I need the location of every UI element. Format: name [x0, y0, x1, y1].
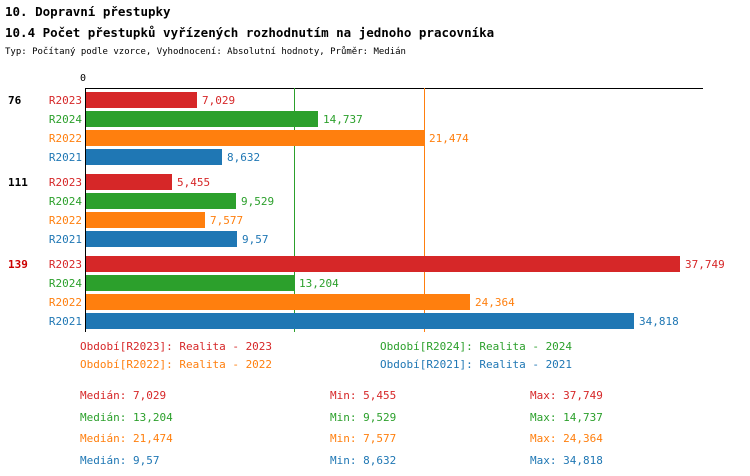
legend-item-r2024: Období[R2024]: Realita - 2024 [380, 340, 573, 353]
bar-r2023 [86, 174, 172, 190]
bar-row: R2022 7,577 [0, 211, 750, 230]
bar-r2022 [86, 130, 424, 146]
max-stat: Max: 14,737 [530, 410, 603, 424]
legend: Období[R2023]: Realita - 2023 Období[R202… [80, 340, 572, 376]
bar-group: 111 R2023 5,455 R2024 9,529 R2022 7,577 R2021 9,… [0, 173, 750, 249]
bar-value-label: 21,474 [429, 132, 469, 145]
bar-value-label: 37,749 [685, 258, 725, 271]
bar-row: R2023 5,455 [0, 173, 750, 192]
bar-value-label: 14,737 [323, 113, 363, 126]
bar-value-label: 9,57 [242, 233, 269, 246]
series-label: R2023 [48, 176, 82, 189]
series-label: R2022 [48, 132, 82, 145]
legend-item-r2021: Období[R2021]: Realita - 2021 [380, 358, 573, 371]
bar-r2021 [86, 149, 222, 165]
min-stat: Min: 7,577 [330, 432, 397, 446]
series-label: R2024 [48, 277, 82, 290]
bar-chart: 76 R2023 7,029 R2024 14,737 R2022 21,474 R2021 8… [0, 88, 750, 336]
group-row-label: 139 [8, 258, 28, 271]
bar-row: R2023 7,029 [0, 91, 750, 110]
bar-row: R2021 8,632 [0, 148, 750, 167]
max-stat: Max: 37,749 [530, 389, 603, 402]
series-label: R2022 [48, 296, 82, 309]
group-row-label: 111 [8, 176, 28, 189]
max-stat: Max: 34,818 [530, 454, 603, 468]
bar-row: R2022 21,474 [0, 129, 750, 148]
series-label: R2023 [48, 94, 82, 107]
min-stat: Min: 8,632 [330, 454, 397, 468]
median-line-r2024 [293, 88, 295, 332]
axis-left-line [85, 88, 86, 332]
bar-row: R2024 13,204 [0, 274, 750, 293]
series-label: R2022 [48, 214, 82, 227]
bar-row: R2023 37,749 [0, 255, 750, 274]
bar-r2024 [86, 275, 294, 291]
series-label: R2023 [48, 258, 82, 271]
bar-row: R2021 34,818 [0, 312, 750, 331]
bar-value-label: 24,364 [475, 296, 515, 309]
series-label: R2021 [48, 151, 82, 164]
bar-r2021 [86, 231, 237, 247]
axis-top-line [85, 88, 703, 89]
median-stat: Medián: 9,57 [80, 454, 160, 468]
bar-r2023 [86, 92, 197, 108]
series-label: R2024 [48, 113, 82, 126]
bar-r2024 [86, 193, 236, 209]
bar-value-label: 34,818 [639, 315, 679, 328]
bar-value-label: 7,577 [210, 214, 244, 227]
stats-row-r2022: Medián: 21,474 Min: 7,577 Max: 24,364 [80, 432, 603, 454]
stats-row-r2023: Medián: 7,029 Min: 5,455 Max: 37,749 [80, 389, 603, 411]
bar-r2024 [86, 111, 318, 127]
bar-group: 76 R2023 7,029 R2024 14,737 R2022 21,474 R2021 8… [0, 91, 750, 167]
series-label: R2021 [48, 315, 82, 328]
median-stat: Medián: 21,474 [80, 432, 173, 446]
median-line-r2022 [424, 88, 426, 332]
bar-row: R2024 9,529 [0, 192, 750, 211]
max-stat: Max: 24,364 [530, 432, 603, 446]
bar-r2022 [86, 294, 470, 310]
bar-value-label: 5,455 [177, 176, 211, 189]
page-title: 10. Dopravní přestupky [5, 4, 171, 19]
median-stat: Medián: 13,204 [80, 410, 173, 424]
axis-zero-label: 0 [80, 73, 87, 84]
bar-group: 139 R2023 37,749 R2024 13,204 R2022 24,364 R202… [0, 255, 750, 331]
bar-value-label: 9,529 [241, 195, 275, 208]
series-label: R2024 [48, 195, 82, 208]
group-row-label: 76 [8, 94, 22, 107]
bar-value-label: 13,204 [299, 277, 339, 290]
legend-item-r2022: Období[R2022]: Realita - 2022 [80, 358, 273, 371]
bar-r2021 [86, 313, 634, 329]
legend-item-r2023: Období[R2023]: Realita - 2023 [80, 340, 273, 353]
chart-meta: Typ: Počítaný podle vzorce, Vyhodnocení:… [5, 47, 406, 57]
bar-groups: 76 R2023 7,029 R2024 14,737 R2022 21,474 R2021 8… [0, 91, 750, 337]
bar-value-label: 8,632 [227, 151, 261, 164]
series-label: R2021 [48, 233, 82, 246]
stats-row-r2021: Medián: 9,57 Min: 8,632 Max: 34,818 [80, 454, 603, 476]
bar-row: R2022 24,364 [0, 293, 750, 312]
stats-table: Medián: 7,029 Min: 5,455 Max: 37,749 Medián… [80, 389, 603, 476]
stats-row-r2024: Medián: 13,204 Min: 9,529 Max: 14,737 [80, 411, 603, 433]
bar-r2022 [86, 212, 205, 228]
bar-row: R2024 14,737 [0, 110, 750, 129]
bar-row: R2021 9,57 [0, 230, 750, 249]
min-stat: Min: 9,529 [330, 410, 397, 424]
bar-value-label: 7,029 [202, 94, 236, 107]
min-stat: Min: 5,455 [330, 389, 397, 402]
bar-r2023 [86, 256, 680, 272]
median-stat: Medián: 7,029 [80, 389, 167, 402]
page-subtitle: 10.4 Počet přestupků vyřízených rozhodnu… [5, 25, 495, 40]
